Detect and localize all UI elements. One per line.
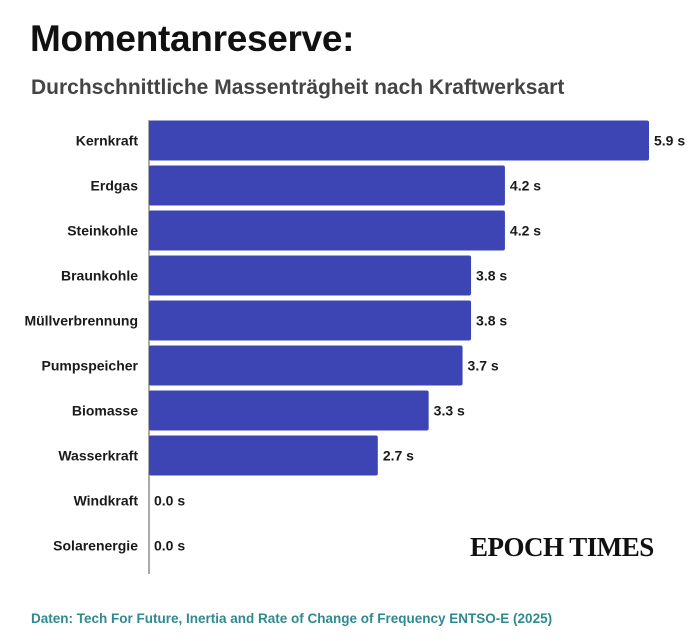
- chart-subtitle: Durchschnittliche Massenträgheit nach Kr…: [31, 76, 565, 99]
- category-label: Biomasse: [72, 403, 138, 419]
- value-label: 5.9 s: [654, 133, 685, 149]
- epoch-times-logo: EPOCH TIMES: [470, 532, 654, 562]
- value-label: 4.2 s: [510, 178, 541, 194]
- category-label: Braunkohle: [61, 268, 138, 284]
- value-label: 3.8 s: [476, 313, 507, 329]
- bar: [149, 300, 472, 341]
- value-label: 0.0 s: [154, 538, 185, 554]
- value-label: 3.8 s: [476, 268, 507, 284]
- bar: [149, 390, 429, 431]
- source-note: Daten: Tech For Future, Inertia and Rate…: [31, 611, 553, 626]
- bar: [149, 255, 472, 296]
- category-label: Wasserkraft: [58, 448, 138, 464]
- value-label: 3.7 s: [468, 358, 499, 374]
- category-label: Solarenergie: [53, 538, 138, 554]
- value-label: 0.0 s: [154, 493, 185, 509]
- bar: [149, 120, 649, 161]
- bar: [149, 165, 505, 206]
- bar: [149, 345, 463, 386]
- category-label: Windkraft: [74, 493, 139, 509]
- value-label: 4.2 s: [510, 223, 541, 239]
- category-label: Pumpspeicher: [42, 358, 139, 374]
- value-label: 3.3 s: [434, 403, 465, 419]
- chart-title: Momentanreserve:: [30, 18, 355, 59]
- category-label: Steinkohle: [67, 223, 138, 239]
- category-label: Erdgas: [91, 178, 139, 194]
- bar: [149, 210, 505, 251]
- category-label: Kernkraft: [76, 133, 139, 149]
- category-label: Müllverbrennung: [24, 313, 138, 329]
- value-label: 2.7 s: [383, 448, 414, 464]
- bar: [149, 435, 378, 476]
